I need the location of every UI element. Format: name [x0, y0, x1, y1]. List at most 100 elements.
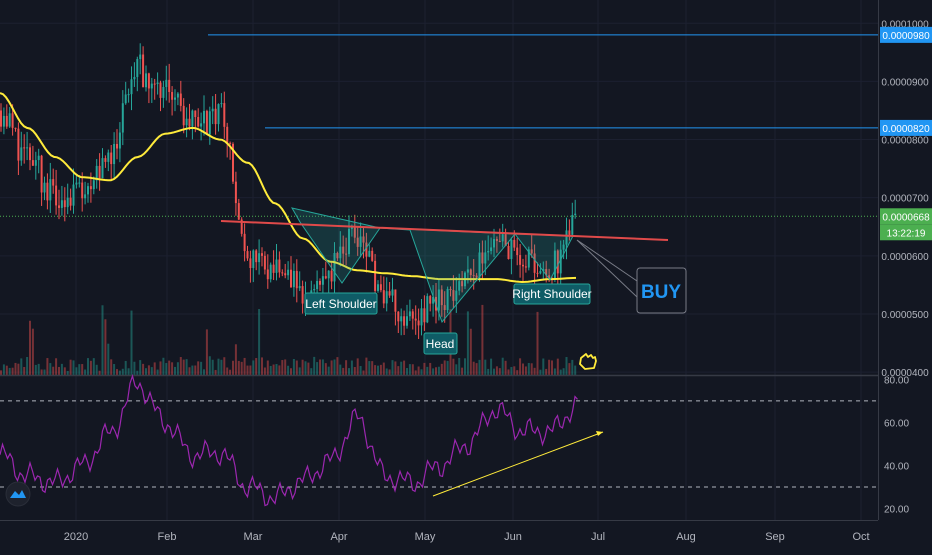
candle-body: [214, 108, 217, 125]
volume-bar: [574, 365, 577, 375]
volume-bar: [179, 357, 182, 375]
candle-body: [423, 308, 426, 323]
moving-average-line[interactable]: [0, 92, 577, 284]
price-level-badge: [880, 208, 932, 225]
candle-body: [533, 253, 536, 273]
volume-bar: [46, 358, 49, 375]
volume-bar: [95, 364, 98, 375]
candle-body: [516, 247, 519, 256]
volume-bar: [324, 363, 327, 375]
candle-body: [153, 83, 156, 85]
rsi-pane[interactable]: [0, 373, 878, 507]
countdown-label: 13:22:19: [887, 228, 926, 239]
head-label[interactable]: Head: [423, 332, 458, 355]
volume-bar: [261, 357, 263, 375]
candle-body: [568, 230, 571, 235]
volume-bar: [356, 358, 359, 375]
volume-bar: [255, 358, 258, 375]
candle-body: [40, 155, 43, 193]
candle-body: [229, 142, 232, 144]
volume-bar: [17, 363, 20, 375]
volume-bar: [562, 368, 565, 375]
volume-bar: [426, 366, 429, 375]
volume-bar: [11, 367, 14, 375]
candle-body: [319, 280, 321, 285]
candle-body: [220, 103, 223, 105]
candle-body: [458, 281, 461, 291]
left-shoulder-label[interactable]: Left Shoulder: [304, 292, 378, 315]
candle-body: [321, 276, 324, 285]
volume-bar: [420, 369, 423, 375]
candle-body: [542, 269, 545, 272]
volume-bar: [295, 360, 298, 375]
candle-body: [385, 291, 388, 304]
candle-body: [353, 227, 356, 238]
neckline[interactable]: [220, 220, 669, 241]
volume-bar: [319, 359, 321, 375]
volume-bar: [275, 364, 278, 375]
candle-body: [43, 182, 46, 193]
volume-bar: [330, 360, 333, 375]
candle-body: [46, 182, 49, 201]
volume-bar: [345, 360, 348, 375]
volume-bar: [522, 363, 524, 375]
candle-body: [20, 147, 23, 161]
time-tick-label: May: [415, 531, 436, 543]
candle-body: [295, 270, 298, 289]
candle-body: [66, 197, 69, 208]
volume-bar: [484, 359, 487, 375]
volume-bar: [551, 360, 553, 375]
rsi-line[interactable]: [0, 373, 578, 507]
volume-bar: [165, 363, 168, 375]
candle-body: [226, 126, 229, 143]
volume-bar: [530, 363, 533, 375]
volume-bar: [397, 366, 400, 375]
volume-bar: [118, 370, 121, 375]
head-and-shoulders-pattern[interactable]: [220, 207, 669, 324]
candle-body: [371, 250, 374, 261]
volume-bar: [498, 368, 501, 375]
volume-bar: [203, 369, 205, 375]
candle-body: [510, 239, 513, 260]
candle-body: [524, 266, 527, 268]
candle-body: [403, 316, 406, 326]
candle-body: [223, 103, 226, 127]
candle-body: [188, 118, 191, 127]
volume-bar: [568, 363, 571, 375]
volume-bar: [252, 360, 255, 375]
volume-bar: [507, 369, 510, 375]
volume-bar: [385, 368, 388, 375]
candle-body: [290, 269, 292, 288]
candle-body: [443, 305, 446, 311]
volume-bar: [408, 364, 411, 375]
candle-body: [545, 269, 548, 276]
volume-bar: [278, 365, 281, 375]
volume-bar: [20, 358, 23, 375]
candle-body: [78, 182, 81, 184]
right-shoulder-label[interactable]: Right Shoulder: [512, 283, 592, 305]
candle-body: [501, 234, 504, 242]
time-axis[interactable]: [0, 520, 932, 550]
candle-body: [519, 255, 522, 265]
candle-body: [124, 94, 127, 104]
tradingview-logo-icon[interactable]: [5, 481, 31, 507]
candle-body: [11, 113, 14, 128]
candle-body: [182, 105, 185, 126]
candle-body: [284, 273, 287, 276]
candle-body: [8, 113, 11, 127]
candle-body: [565, 230, 568, 245]
candle-body: [400, 316, 403, 322]
volume-bar: [211, 359, 214, 375]
candle-body: [179, 93, 182, 106]
volume-bar: [194, 365, 197, 375]
buy-callout[interactable]: BUY: [576, 239, 687, 314]
price-axis[interactable]: [878, 0, 932, 520]
candle-body: [165, 79, 168, 87]
volume-bar: [89, 360, 92, 375]
rsi-trendline[interactable]: [432, 431, 604, 497]
volume-bar: [240, 361, 243, 375]
volume-bar: [34, 364, 37, 375]
candle-body: [232, 143, 234, 182]
